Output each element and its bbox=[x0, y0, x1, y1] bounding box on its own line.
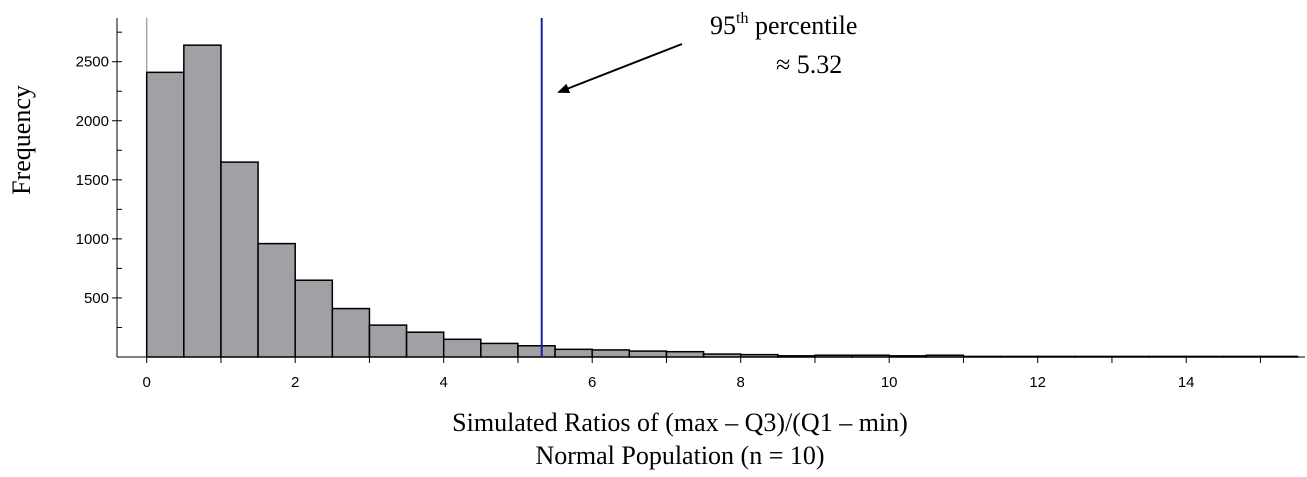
annotation-arrow bbox=[557, 43, 683, 94]
histogram-bar bbox=[257, 242, 296, 358]
histogram-bars bbox=[145, 18, 1299, 358]
y-tick-label: 500 bbox=[84, 290, 109, 307]
x-tick-label: 4 bbox=[440, 374, 448, 391]
percentile-annotation: 95th percentile ≈ 5.32 bbox=[557, 10, 857, 94]
histogram-bar bbox=[665, 350, 705, 358]
histogram-bar bbox=[442, 338, 482, 358]
histogram-bar bbox=[331, 307, 371, 358]
y-axis-label: Frequency bbox=[7, 85, 36, 195]
histogram-bar bbox=[554, 348, 593, 358]
histogram-bar bbox=[220, 161, 259, 358]
x-tick-label: 0 bbox=[143, 374, 151, 391]
x-tick-label: 10 bbox=[881, 374, 898, 391]
x-tick-label: 14 bbox=[1178, 374, 1195, 391]
histogram-bar bbox=[405, 331, 445, 358]
annotation-percentile-text: 95th percentile bbox=[710, 10, 857, 40]
histogram-bar bbox=[368, 324, 408, 358]
histogram-bar bbox=[294, 279, 334, 358]
y-axis-ticks: 500 1000 1500 2000 2500 bbox=[76, 31, 122, 328]
x-tick-label: 6 bbox=[588, 374, 596, 391]
x-axis-label: Simulated Ratios of (max – Q3)/(Q1 – min… bbox=[452, 408, 908, 437]
x-tick-label: 2 bbox=[291, 374, 299, 391]
annotation-ordinal-suffix: th bbox=[736, 10, 748, 27]
chart-subtitle: Normal Population (n = 10) bbox=[535, 441, 824, 470]
y-tick-label: 1000 bbox=[76, 231, 109, 248]
x-tick-label: 8 bbox=[737, 374, 745, 391]
histogram-bar bbox=[480, 342, 519, 358]
histogram-bar bbox=[591, 349, 631, 358]
histogram-bar bbox=[183, 44, 222, 358]
y-tick-label: 2500 bbox=[76, 54, 109, 71]
y-tick-label: 2000 bbox=[76, 113, 109, 130]
x-axis-ticks: 0 2 4 6 8 10 12 14 bbox=[143, 357, 1261, 391]
x-tick-label: 12 bbox=[1029, 374, 1046, 391]
annotation-percentile-word: percentile bbox=[755, 11, 858, 40]
histogram-bar bbox=[628, 350, 668, 358]
annotation-ordinal-base: 95 bbox=[710, 11, 736, 40]
y-tick-label: 1500 bbox=[76, 172, 109, 189]
annotation-value-text: ≈ 5.32 bbox=[776, 50, 842, 79]
histogram-bar bbox=[517, 345, 556, 358]
histogram-bar bbox=[145, 71, 185, 358]
